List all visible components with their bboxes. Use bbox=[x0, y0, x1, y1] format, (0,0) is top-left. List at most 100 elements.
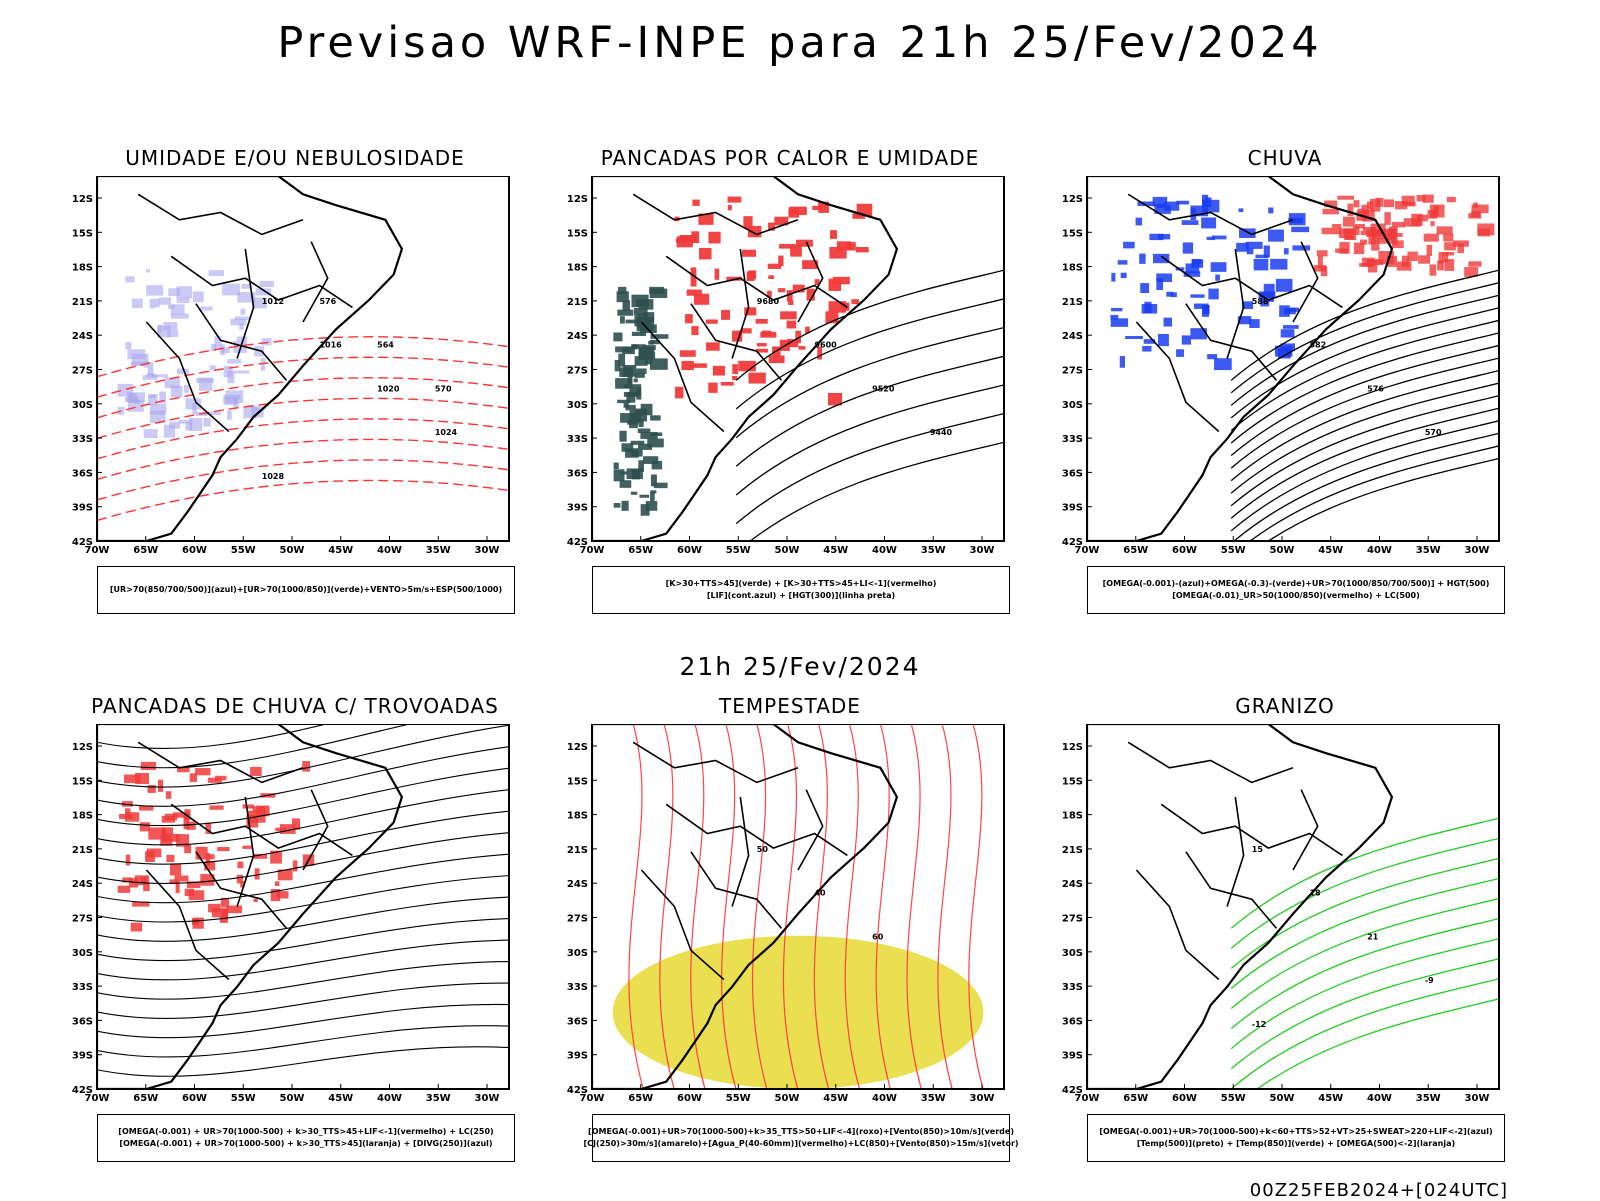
lon-label: 35W bbox=[426, 1093, 451, 1104]
lat-label: 42S bbox=[72, 537, 93, 548]
lon-label: 55W bbox=[1221, 1093, 1246, 1104]
lat-label: 15S bbox=[1062, 228, 1083, 239]
contour-label: 9520 bbox=[872, 384, 895, 393]
lon-label: 30W bbox=[970, 545, 995, 556]
lon-label: 60W bbox=[677, 545, 702, 556]
lat-label: 42S bbox=[567, 537, 588, 548]
lon-label: 70W bbox=[1075, 1093, 1100, 1104]
lon-label: 40W bbox=[1367, 545, 1392, 556]
lon-label: 30W bbox=[1465, 1093, 1490, 1104]
legend-line: [OMEGA(-0.001)-(azul)+OMEGA(-0.3)-(verde… bbox=[1102, 579, 1490, 588]
lon-label: 50W bbox=[775, 1093, 800, 1104]
lat-label: 21S bbox=[1062, 845, 1083, 856]
map-umidade: 1012 1016 1020 1024 1028 576 564 570 12S 15S 18S 21… bbox=[72, 176, 510, 556]
lon-label: 70W bbox=[580, 545, 605, 556]
panel-title: TEMPESTADE bbox=[719, 694, 861, 718]
lat-label: 39S bbox=[1062, 1051, 1083, 1062]
lat-label: 24S bbox=[1062, 879, 1083, 890]
page-title: Previsao WRF-INPE para 21h 25/Fev/2024 bbox=[277, 18, 1323, 68]
map-tempestade: 50 40 60 12S 15S 18S 21S 24S 27S 30S 33S 36S 39S 42S7… bbox=[567, 724, 1005, 1104]
contour-label: 1028 bbox=[262, 472, 285, 481]
lat-label: 33S bbox=[1062, 982, 1083, 993]
lon-label: 45W bbox=[1318, 545, 1343, 556]
panel-title: PANCADAS POR CALOR E UMIDADE bbox=[600, 146, 980, 170]
lat-label: 24S bbox=[567, 879, 588, 890]
legend-line: [OMEGA(-0.01)_UR>50(1000/850)(vermelho) … bbox=[1172, 591, 1420, 600]
legend-box: [OMEGA(-0.001)-(azul)+OMEGA(-0.3)-(verde… bbox=[1087, 566, 1505, 614]
lat-label: 30S bbox=[1062, 948, 1083, 959]
lon-label: 50W bbox=[775, 545, 800, 556]
legend-line: [UR>70(850/700/500)](azul)+[UR>70(1000/8… bbox=[109, 585, 503, 594]
lon-label: 65W bbox=[133, 545, 158, 556]
lon-label: 65W bbox=[1123, 1093, 1148, 1104]
lon-label: 55W bbox=[231, 1093, 256, 1104]
lat-label: 27S bbox=[72, 366, 93, 377]
lat-label: 21S bbox=[72, 845, 93, 856]
lon-label: 40W bbox=[872, 1093, 897, 1104]
contour-label: 576 bbox=[319, 297, 336, 306]
lon-label: 60W bbox=[182, 1093, 207, 1104]
lon-label: 45W bbox=[328, 1093, 353, 1104]
panel-umidade: UMIDADE E/OU NEBULOSIDADE 1012 1016 1020 10… bbox=[60, 146, 530, 646]
contour-label: 1016 bbox=[319, 341, 342, 350]
contour-label: 570 bbox=[435, 384, 452, 393]
lat-label: 15S bbox=[567, 228, 588, 239]
lat-label: 36S bbox=[1062, 468, 1083, 479]
lat-label: 42S bbox=[1062, 537, 1083, 548]
legend-line: [OMEGA(-0.001) + UR>70(1000-500) + k>30_… bbox=[119, 1139, 493, 1148]
lat-label: 39S bbox=[72, 503, 93, 514]
lon-label: 65W bbox=[1123, 545, 1148, 556]
lon-label: 35W bbox=[921, 545, 946, 556]
lon-label: 30W bbox=[970, 1093, 995, 1104]
lon-label: 45W bbox=[823, 545, 848, 556]
lat-label: 36S bbox=[72, 468, 93, 479]
legend-line: [OMEGA(-0.001) + UR>70(1000-500) + k>30_… bbox=[118, 1127, 494, 1136]
lat-label: 27S bbox=[567, 366, 588, 377]
lon-label: 40W bbox=[872, 545, 897, 556]
lat-label: 36S bbox=[567, 1016, 588, 1027]
legend-box: [OMEGA(-0.001) + UR>70(1000-500) + k>30_… bbox=[97, 1114, 515, 1162]
forecast-date: 21h 25/Fev/2024 bbox=[679, 652, 921, 681]
lon-label: 45W bbox=[823, 1093, 848, 1104]
lat-label: 27S bbox=[1062, 914, 1083, 925]
panel-pancadas-trovoadas: PANCADAS DE CHUVA C/ TROVOADAS 12S 15S 18S… bbox=[60, 694, 530, 1194]
panel-title: UMIDADE E/OU NEBULOSIDADE bbox=[125, 146, 465, 170]
contour-label: 60 bbox=[872, 932, 884, 941]
lat-label: 36S bbox=[1062, 1016, 1083, 1027]
contour-label: 1020 bbox=[377, 384, 400, 393]
lat-label: 39S bbox=[567, 503, 588, 514]
lat-label: 30S bbox=[567, 400, 588, 411]
lat-label: 18S bbox=[1062, 263, 1083, 274]
lat-label: 24S bbox=[72, 879, 93, 890]
lon-label: 30W bbox=[475, 545, 500, 556]
legend-line: [K>30+TTS>45](verde) + [K>30+TTS>45+LI<-… bbox=[665, 579, 937, 588]
lon-label: 40W bbox=[377, 1093, 402, 1104]
lat-label: 18S bbox=[567, 263, 588, 274]
lat-label: 33S bbox=[567, 982, 588, 993]
lat-label: 33S bbox=[72, 434, 93, 445]
lon-label: 40W bbox=[1367, 1093, 1392, 1104]
lat-label: 36S bbox=[567, 468, 588, 479]
legend-line: [OMEGA(-0.001)+UR>70(1000-500)+k>35_TTS>… bbox=[588, 1127, 1014, 1136]
lon-label: 50W bbox=[1270, 1093, 1295, 1104]
panel-chuva: CHUVA 588 582 576 570 12S 15S 18S 21S 24S 27S 30S 3… bbox=[1050, 146, 1520, 646]
contour-label: 50 bbox=[757, 845, 769, 854]
map-chuva: 588 582 576 570 12S 15S 18S 21S 24S 27S 30S 33S 36S 3… bbox=[1062, 176, 1500, 556]
lon-label: 50W bbox=[280, 1093, 305, 1104]
contour-label: 1012 bbox=[262, 297, 284, 306]
lat-label: 15S bbox=[72, 228, 93, 239]
lat-label: 18S bbox=[567, 811, 588, 822]
lat-label: 18S bbox=[72, 811, 93, 822]
lon-label: 35W bbox=[1416, 1093, 1441, 1104]
lat-label: 27S bbox=[1062, 366, 1083, 377]
lon-label: 60W bbox=[182, 545, 207, 556]
panel-title: PANCADAS DE CHUVA C/ TROVOADAS bbox=[91, 694, 499, 718]
contour-label: 570 bbox=[1425, 428, 1442, 437]
lat-label: 42S bbox=[1062, 1085, 1083, 1096]
lon-label: 70W bbox=[85, 545, 110, 556]
legend-line: [CJ(250)>30m/s](amarelo)+[Agua_P(40-60mm… bbox=[583, 1139, 1019, 1148]
contour-label: 21 bbox=[1367, 932, 1379, 941]
lat-label: 12S bbox=[72, 194, 93, 205]
lat-label: 39S bbox=[1062, 503, 1083, 514]
lon-label: 55W bbox=[726, 545, 751, 556]
